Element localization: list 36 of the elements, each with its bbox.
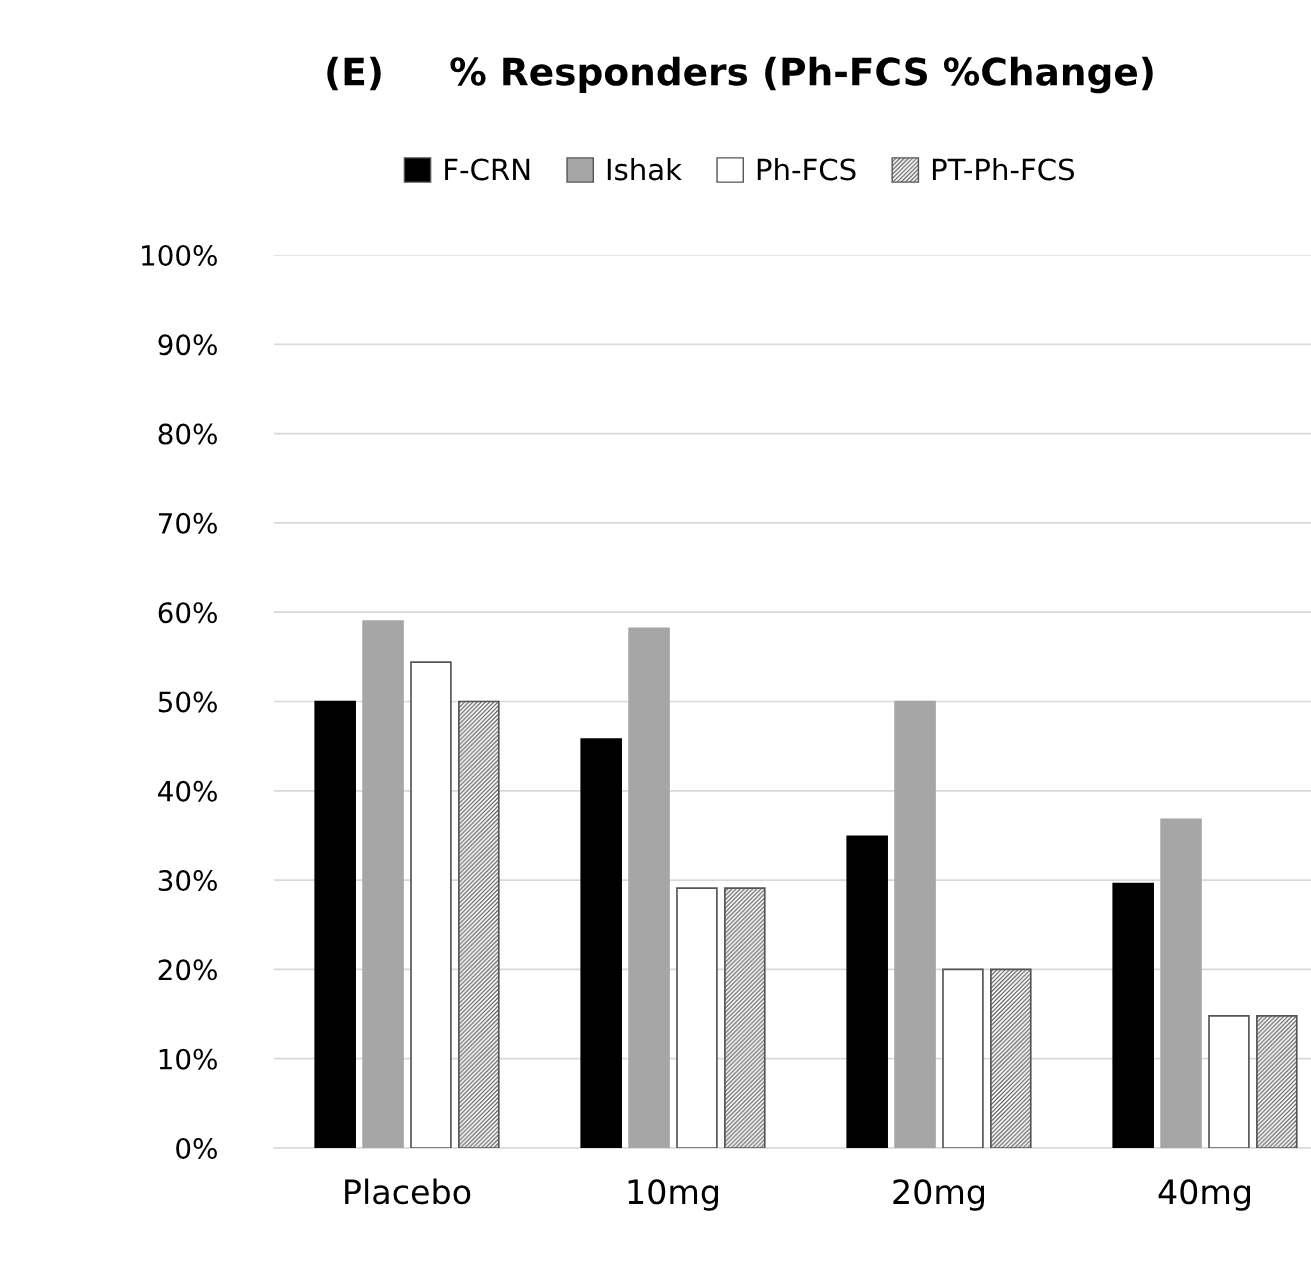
x-tick-label: 20mg: [893, 1179, 984, 1211]
bar: [846, 835, 888, 1148]
bar: [580, 738, 622, 1148]
legend-label: PT-Ph-FCS: [932, 157, 1074, 181]
y-tick-label: 20%: [158, 959, 217, 981]
x-tick-label: 40mg: [1158, 1179, 1250, 1211]
bar: [314, 700, 356, 1148]
y-tick-label: 70%: [158, 512, 217, 534]
bar: [628, 627, 670, 1148]
bar: [1208, 1015, 1250, 1148]
y-tick-label: 30%: [158, 870, 217, 892]
bar: [1256, 1015, 1298, 1148]
legend-label: F-CRN: [445, 158, 530, 181]
y-tick-label: 0%: [176, 1137, 217, 1159]
bar: [894, 700, 936, 1148]
x-tick-label: 10mg: [628, 1179, 718, 1211]
y-tick-label: 100%: [142, 244, 217, 266]
y-tick-label: 60%: [158, 602, 217, 624]
bar: [362, 620, 404, 1148]
bar: [410, 661, 452, 1148]
y-tick-label: 90%: [158, 334, 217, 356]
bar: [724, 887, 766, 1148]
chart-title: (E) % Responders (Ph-FCS %Change): [327, 56, 1153, 94]
legend-label: Ishak: [607, 157, 682, 181]
bar: [458, 700, 500, 1148]
bar: [676, 887, 718, 1148]
x-tick-label: Placebo: [345, 1178, 471, 1205]
bar: [1160, 818, 1202, 1148]
bar: [1112, 882, 1154, 1148]
legend-label: Ph-FCS: [757, 157, 856, 181]
bar: [942, 968, 984, 1148]
y-tick-label: 50%: [158, 691, 217, 713]
y-tick-label: 80%: [158, 423, 217, 445]
bar: [990, 968, 1032, 1148]
y-tick-label: 10%: [159, 1048, 217, 1070]
y-tick-label: 40%: [158, 780, 217, 802]
